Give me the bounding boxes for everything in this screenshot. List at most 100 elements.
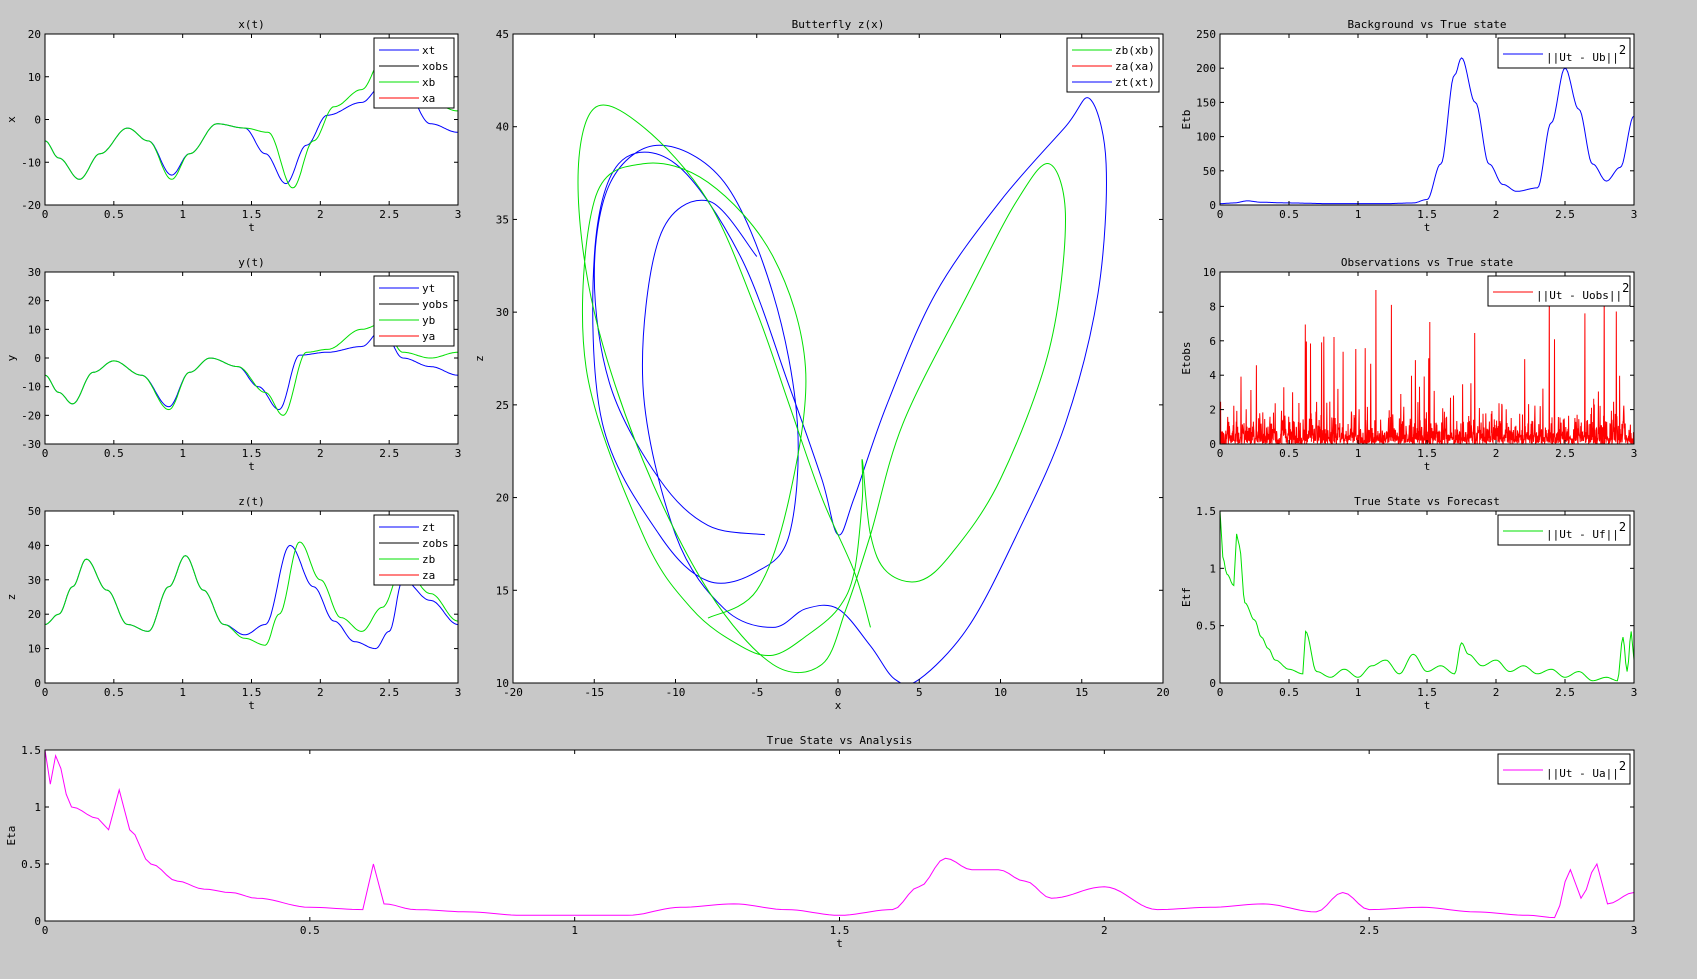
- x-tick-label: 1.5: [1417, 686, 1437, 699]
- legend-label: zb: [422, 553, 435, 566]
- legend-label: za: [422, 569, 435, 582]
- chart-title: Background vs True state: [1348, 18, 1507, 31]
- legend-label: xb: [422, 76, 435, 89]
- x-axis-label: t: [248, 699, 255, 712]
- chart-title: z(t): [238, 495, 265, 508]
- x-tick-label: 2.5: [1555, 208, 1575, 221]
- legend-box: [1497, 37, 1631, 69]
- y-tick-label: 1.5: [21, 744, 41, 757]
- y-tick-label: 40: [28, 539, 41, 552]
- x-tick-label: 0: [1217, 208, 1224, 221]
- x-tick-label: 20: [1156, 686, 1169, 699]
- y-tick-label: 8: [1209, 300, 1216, 313]
- legend: ||Ut - Ua||2: [1497, 753, 1631, 785]
- y-tick-label: 45: [496, 28, 509, 41]
- x-tick-label: 2.5: [1555, 686, 1575, 699]
- x-tick-label: 1: [1355, 686, 1362, 699]
- x-tick-label: 2.5: [379, 447, 399, 460]
- chart-y_t: 0 0.5 1 1.5 2 2.5 3 -30 -20 -10 0 10 20 30 y(t) t y yt yob…: [5, 256, 461, 473]
- y-tick-label: -10: [21, 156, 41, 169]
- x-tick-label: 0.5: [1279, 447, 1299, 460]
- plot-lines: [577, 97, 1107, 683]
- y-tick-label: 10: [1203, 266, 1216, 279]
- x-axis-label: t: [1424, 221, 1431, 234]
- x-tick-label: 0.5: [300, 924, 320, 937]
- x-tick-label: -5: [750, 686, 763, 699]
- x-tick-label: 1: [1355, 447, 1362, 460]
- series-eta-0: [45, 750, 1634, 919]
- y-tick-label: 0: [1209, 438, 1216, 451]
- y-tick-label: 20: [496, 492, 509, 505]
- y-tick-label: 0: [34, 915, 41, 928]
- x-tick-label: 1: [179, 686, 186, 699]
- legend: zt zobs zb za: [373, 514, 455, 586]
- y-tick-label: 50: [1203, 165, 1216, 178]
- x-tick-label: 0: [42, 208, 49, 221]
- chart-etb: 0 0.5 1 1.5 2 2.5 3 0 50 100 150 200 250 Background v…: [1180, 18, 1637, 234]
- legend-label: xobs: [422, 60, 449, 73]
- y-axis-label: z: [473, 355, 486, 362]
- x-tick-label: -20: [503, 686, 523, 699]
- y-tick-label: 0: [34, 352, 41, 365]
- y-axis-label: y: [5, 354, 18, 361]
- y-axis-label: Etobs: [1180, 341, 1193, 374]
- chart-title: True State vs Analysis: [767, 734, 913, 747]
- legend-label: za(xa): [1115, 60, 1155, 73]
- y-tick-label: 40: [496, 121, 509, 134]
- x-tick-label: 0: [1217, 447, 1224, 460]
- x-tick-label: 2.5: [379, 686, 399, 699]
- legend-label: xt: [422, 44, 435, 57]
- y-tick-label: 10: [28, 323, 41, 336]
- y-tick-label: 4: [1209, 369, 1216, 382]
- y-tick-label: 10: [28, 71, 41, 84]
- y-tick-label: 20: [28, 608, 41, 621]
- x-axis-label: t: [1424, 699, 1431, 712]
- legend-label: yb: [422, 314, 435, 327]
- legend-label: xa: [422, 92, 435, 105]
- x-tick-label: 3: [455, 208, 462, 221]
- x-tick-label: 0.5: [104, 686, 124, 699]
- y-tick-label: 30: [28, 574, 41, 587]
- legend-box: [1066, 37, 1160, 93]
- x-axis-label: t: [836, 937, 843, 950]
- x-tick-label: 0.5: [1279, 686, 1299, 699]
- plot-area: [45, 750, 1634, 921]
- legend-box: [1487, 275, 1631, 307]
- plot-lines: [45, 750, 1634, 919]
- x-tick-label: 1.5: [1417, 447, 1437, 460]
- x-tick-label: 2: [1493, 208, 1500, 221]
- y-tick-label: 30: [496, 306, 509, 319]
- y-tick-label: 0: [1209, 199, 1216, 212]
- legend: xt xobs xb xa: [373, 37, 455, 109]
- y-tick-label: 150: [1196, 96, 1216, 109]
- chart-butterfly: -20 -15 -10 -5 0 5 10 15 20 10 15 20 25 30 35 40 45 Butte…: [473, 18, 1170, 712]
- x-tick-label: 3: [455, 686, 462, 699]
- y-axis-label: Etb: [1180, 110, 1193, 130]
- x-tick-label: 3: [1631, 208, 1638, 221]
- x-axis-label: t: [248, 221, 255, 234]
- legend: zb(xb) za(xa) zt(xt): [1066, 37, 1160, 93]
- chart-eta: 0 0.5 1 1.5 2 2.5 3 0 0.5 1 1.5 True State vs Analy…: [5, 734, 1637, 950]
- y-tick-label: 250: [1196, 28, 1216, 41]
- legend: ||Ut - Uf||2: [1497, 514, 1631, 546]
- x-axis-label: x: [835, 699, 842, 712]
- chart-etf: 0 0.5 1 1.5 2 2.5 3 0 0.5 1 1.5 True State vs Forec…: [1180, 495, 1637, 712]
- x-tick-label: 3: [1631, 924, 1638, 937]
- series-butterfly-0: [592, 97, 1107, 683]
- x-tick-label: 10: [994, 686, 1007, 699]
- y-tick-label: 25: [496, 399, 509, 412]
- x-tick-label: 3: [455, 447, 462, 460]
- y-tick-label: 0: [1209, 677, 1216, 690]
- chart-x_t: 0 0.5 1 1.5 2 2.5 3 -20 -10 0 10 20 x(t) t x xt xobs xb xa: [5, 18, 461, 234]
- y-tick-label: 10: [496, 677, 509, 690]
- x-tick-label: 2.5: [1359, 924, 1379, 937]
- legend: ||Ut - Uobs||2: [1487, 275, 1631, 307]
- x-tick-label: 0.5: [104, 208, 124, 221]
- y-tick-label: 0: [34, 677, 41, 690]
- y-tick-label: 50: [28, 505, 41, 518]
- y-tick-label: 1: [34, 801, 41, 814]
- y-tick-label: 100: [1196, 131, 1216, 144]
- chart-title: True State vs Forecast: [1354, 495, 1500, 508]
